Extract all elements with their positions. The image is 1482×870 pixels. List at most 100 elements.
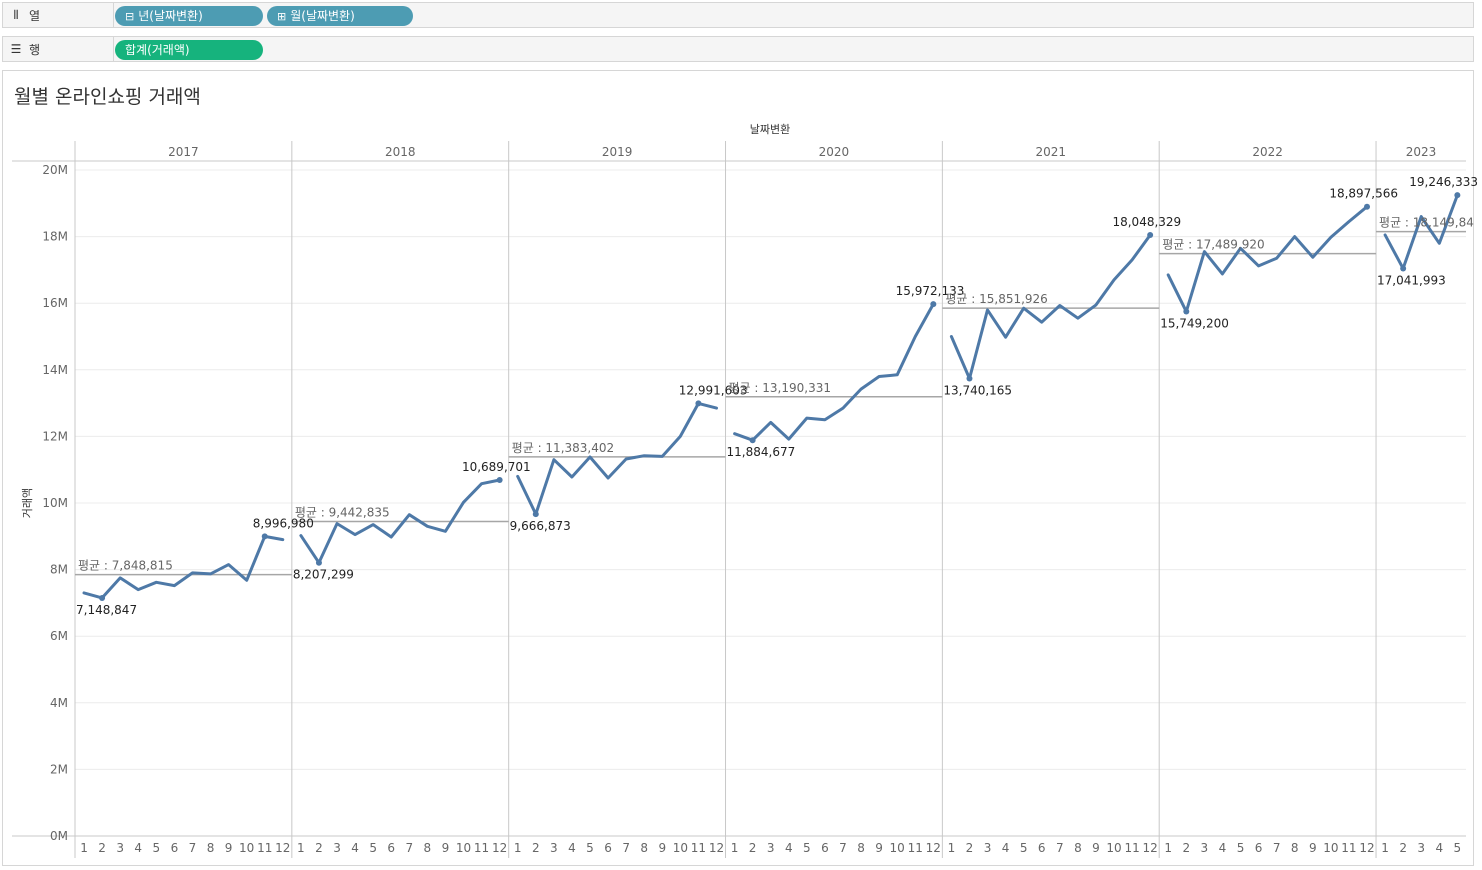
data-label: 15,972,133 — [896, 284, 965, 298]
data-point — [1400, 265, 1407, 272]
month-tick-label: 1 — [948, 841, 956, 855]
month-tick-label: 12 — [1359, 841, 1374, 855]
data-label: 18,048,329 — [1112, 215, 1181, 229]
y-tick-label: 20M — [42, 163, 68, 177]
data-point — [1147, 231, 1154, 238]
month-tick-label: 4 — [568, 841, 576, 855]
month-tick-label: 1 — [80, 841, 88, 855]
y-tick-label: 0M — [50, 829, 68, 843]
month-tick-label: 12 — [926, 841, 941, 855]
y-tick-label: 14M — [42, 363, 68, 377]
month-tick-label: 7 — [1273, 841, 1281, 855]
month-tick-label: 9 — [875, 841, 883, 855]
month-tick-label: 1 — [1381, 841, 1389, 855]
data-point — [930, 301, 937, 308]
pill-month-label: 월(날짜변환) — [290, 9, 355, 23]
y-tick-label: 12M — [42, 429, 68, 443]
month-tick-label: 3 — [984, 841, 992, 855]
columns-icon: ⫴ — [13, 7, 19, 22]
avg-label-2022: 평균 : 17,489,920 — [1162, 238, 1264, 252]
month-tick-label: 1 — [731, 841, 739, 855]
year-header-2020: 2020 — [819, 145, 850, 159]
data-point — [1183, 308, 1190, 315]
month-tick-label: 4 — [134, 841, 142, 855]
columns-shelf[interactable]: ⫴ 열 ⊟ 년(날짜변환) ⊞ 월(날짜변환) — [2, 2, 1474, 28]
x-axis-title: 날짜변환 — [750, 123, 790, 136]
month-tick-label: 10 — [1106, 841, 1121, 855]
chart-text: 0M 2M 4M 6M 8M 10M 12M 14M 16M 18M 20M 거래액 날짜변환 2017 1… — [21, 123, 1478, 855]
data-point — [695, 400, 702, 407]
y-tick-label: 18M — [42, 230, 68, 244]
month-tick-label: 9 — [658, 841, 666, 855]
rows-shelf-title: 행 — [29, 42, 41, 57]
avg-label-2018: 평균 : 9,442,835 — [295, 506, 390, 520]
month-tick-label: 5 — [1237, 841, 1245, 855]
rows-icon: ☰ — [10, 42, 22, 56]
month-tick-label: 4 — [351, 841, 359, 855]
series-line-2022 — [1166, 205, 1369, 314]
month-tick-label: 4 — [1435, 841, 1443, 855]
month-tick-label: 2 — [1399, 841, 1407, 855]
month-tick-label: 2 — [98, 841, 106, 855]
month-tick-label: 12 — [492, 841, 507, 855]
collapse-icon: ⊟ — [125, 10, 135, 23]
data-label: 18,897,566 — [1329, 187, 1398, 201]
rows-shelf[interactable]: ☰ 행 합계(거래액) — [2, 36, 1474, 62]
series-line-2019 — [516, 401, 718, 516]
month-tick-label: 3 — [333, 841, 341, 855]
data-label: 13,740,165 — [943, 383, 1012, 397]
series-line-2020 — [733, 302, 935, 442]
y-tick-label: 6M — [50, 629, 68, 643]
pill-year-label: 년(날짜변환) — [138, 9, 203, 23]
month-tick-label: 6 — [171, 841, 179, 855]
month-tick-label: 11 — [691, 841, 706, 855]
pill-year[interactable]: ⊟ 년(날짜변환) — [115, 6, 263, 26]
month-tick-label: 2 — [749, 841, 757, 855]
month-tick-label: 11 — [1341, 841, 1356, 855]
pill-sum-amount[interactable]: 합계(거래액) — [115, 40, 263, 60]
data-label: 15,749,200 — [1160, 317, 1229, 331]
chart-title: 월별 온라인쇼핑 거래액 — [14, 86, 201, 108]
month-tick-label: 10 — [1323, 841, 1338, 855]
average-lines — [75, 230, 1466, 576]
grid-lines — [75, 169, 1466, 837]
month-tick-label: 11 — [257, 841, 272, 855]
month-tick-label: 8 — [1074, 841, 1082, 855]
month-tick-label: 9 — [225, 841, 233, 855]
month-tick-label: 8 — [857, 841, 865, 855]
series-line-2017 — [82, 534, 285, 600]
month-tick-label: 7 — [189, 841, 197, 855]
year-header-2017: 2017 — [168, 145, 199, 159]
y-tick-label: 2M — [50, 762, 68, 776]
month-tick-label: 10 — [456, 841, 471, 855]
month-tick-label: 7 — [405, 841, 413, 855]
month-tick-label: 7 — [622, 841, 630, 855]
month-tick-label: 5 — [369, 841, 377, 855]
series-points — [99, 192, 1461, 601]
month-tick-label: 8 — [424, 841, 432, 855]
data-point — [1454, 192, 1461, 199]
month-tick-label: 1 — [514, 841, 522, 855]
month-tick-label: 11 — [474, 841, 489, 855]
month-tick-label: 5 — [1454, 841, 1462, 855]
month-tick-label: 12 — [1143, 841, 1158, 855]
pill-month[interactable]: ⊞ 월(날짜변환) — [267, 6, 413, 26]
month-tick-label: 4 — [785, 841, 793, 855]
data-label: 12,991,603 — [679, 383, 748, 397]
month-tick-label: 1 — [297, 841, 305, 855]
data-label: 8,207,299 — [293, 568, 354, 582]
y-tick-label: 8M — [50, 563, 68, 577]
month-tick-label: 4 — [1002, 841, 1010, 855]
month-tick-label: 3 — [1201, 841, 1209, 855]
chart-frame — [12, 141, 1466, 858]
year-header-2018: 2018 — [385, 145, 416, 159]
month-tick-label: 2 — [315, 841, 323, 855]
month-tick-label: 9 — [1092, 841, 1100, 855]
month-tick-label: 2 — [532, 841, 540, 855]
avg-label-2020: 평균 : 13,190,331 — [729, 381, 831, 395]
expand-icon: ⊞ — [277, 10, 287, 23]
data-label: 9,666,873 — [510, 519, 571, 533]
month-tick-label: 11 — [908, 841, 923, 855]
chart-view — [2, 70, 1474, 866]
